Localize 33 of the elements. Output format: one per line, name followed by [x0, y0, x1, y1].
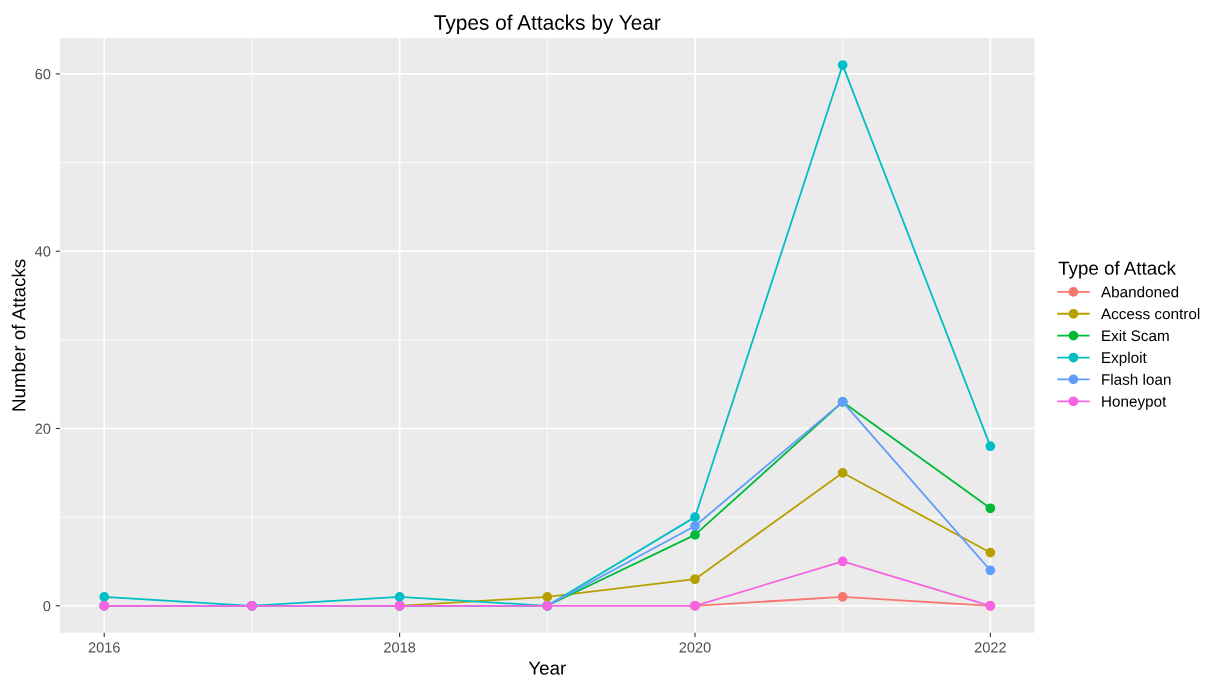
x-tick-label: 2016 — [88, 642, 120, 653]
point — [837, 467, 848, 478]
point — [837, 592, 848, 602]
point — [985, 503, 996, 514]
legend-title: Type of Attack — [1058, 261, 1176, 279]
x-tick-label: 2020 — [679, 642, 711, 653]
y-axis-title: Number of Attacks — [11, 259, 26, 411]
point — [985, 547, 996, 558]
y-tick-label: 20 — [35, 423, 51, 434]
point — [690, 530, 700, 540]
chart-title: Types of Attacks by Year — [434, 14, 661, 35]
point — [837, 60, 848, 70]
x-tick-label: 2022 — [974, 642, 1006, 653]
legend-label: Exploit — [1102, 351, 1147, 367]
point — [394, 592, 405, 602]
y-tick-label: 60 — [35, 69, 51, 80]
x-axis-title: Year — [528, 661, 566, 675]
point — [690, 521, 700, 531]
point — [985, 565, 996, 576]
legend-label: Flash loan — [1102, 373, 1171, 385]
legend-label: Abandoned — [1100, 286, 1179, 298]
y-tick-label: 40 — [35, 246, 51, 257]
point — [542, 592, 553, 602]
legend-label: Honeypot — [1102, 396, 1167, 410]
y-tick-label: 0 — [43, 600, 51, 612]
point — [985, 441, 996, 452]
point — [837, 556, 848, 567]
x-tick-label: 2018 — [384, 642, 416, 653]
point — [690, 512, 700, 523]
point — [690, 574, 700, 585]
legend-label: Access control — [1100, 308, 1200, 320]
point — [99, 592, 110, 602]
legend-label: Exit Scam — [1102, 329, 1169, 342]
